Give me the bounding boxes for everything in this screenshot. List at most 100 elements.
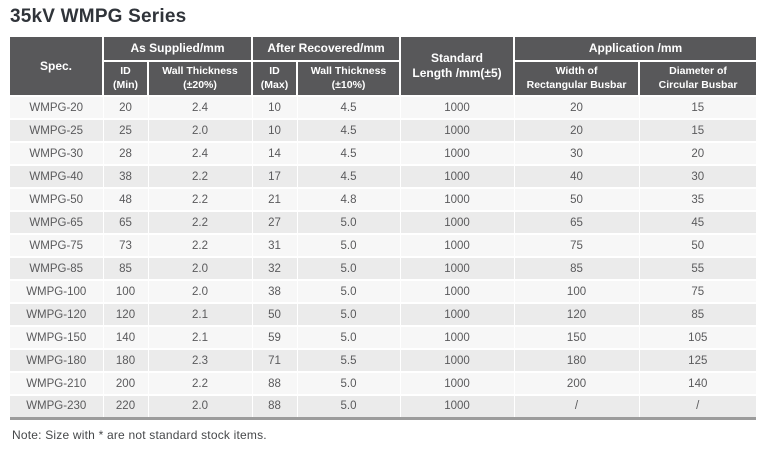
data-cell: 5.0 <box>296 325 401 350</box>
data-cell: 59 <box>251 325 298 350</box>
page-title: 35kV WMPG Series <box>10 6 187 27</box>
spec-cell: WMPG-230 <box>10 394 104 419</box>
data-cell: 1000 <box>399 325 515 350</box>
data-cell: 15 <box>638 118 757 143</box>
table-row: WMPG-100 100 2.0 38 5.0 1000 100 75 <box>10 279 757 304</box>
table-row: WMPG-40 38 2.2 17 4.5 1000 40 30 <box>10 164 757 189</box>
data-cell: 32 <box>251 256 298 281</box>
table-row: WMPG-20 20 2.4 10 4.5 1000 20 15 <box>10 95 757 120</box>
spec-cell: WMPG-120 <box>10 302 104 327</box>
table-row: WMPG-150 140 2.1 59 5.0 1000 150 105 <box>10 325 757 350</box>
header-width-rect-busbar: Width of Rectangular Busbar <box>513 60 641 97</box>
data-cell: 25 <box>102 118 149 143</box>
data-cell: 45 <box>638 210 757 235</box>
data-cell: 15 <box>638 95 757 120</box>
data-cell: 1000 <box>399 210 515 235</box>
data-cell: 2.0 <box>147 256 253 281</box>
data-cell: 2.0 <box>147 118 253 143</box>
data-cell: 200 <box>513 371 640 396</box>
data-cell: 5.5 <box>296 348 401 373</box>
data-cell: 20 <box>638 141 757 166</box>
data-cell: 31 <box>251 233 298 258</box>
table-row: WMPG-30 28 2.4 14 4.5 1000 30 20 <box>10 141 757 166</box>
table-row: WMPG-25 25 2.0 10 4.5 1000 20 15 <box>10 118 757 143</box>
data-cell: 20 <box>513 118 640 143</box>
table-row: WMPG-120 120 2.1 50 5.0 1000 120 85 <box>10 302 757 327</box>
data-cell: 30 <box>638 164 757 189</box>
data-cell: 50 <box>251 302 298 327</box>
data-cell: 100 <box>102 279 149 304</box>
table-row: WMPG-75 73 2.2 31 5.0 1000 75 50 <box>10 233 757 258</box>
data-cell: 73 <box>102 233 149 258</box>
data-cell: 2.2 <box>147 187 253 212</box>
data-cell: 75 <box>513 233 640 258</box>
data-cell: 220 <box>102 394 149 419</box>
data-cell: 88 <box>251 371 298 396</box>
header-id-max: ID (Max) <box>251 60 299 97</box>
data-cell: 50 <box>513 187 640 212</box>
spec-cell: WMPG-50 <box>10 187 104 212</box>
table-header: Spec. As Supplied/mm After Recovered/mm … <box>10 37 757 97</box>
data-cell: 5.0 <box>296 279 401 304</box>
data-cell: 1000 <box>399 348 515 373</box>
data-cell: 30 <box>513 141 640 166</box>
data-cell: 4.5 <box>296 141 401 166</box>
data-cell: 5.0 <box>296 233 401 258</box>
data-cell: 2.3 <box>147 348 253 373</box>
data-cell: 2.2 <box>147 233 253 258</box>
data-cell: 2.2 <box>147 164 253 189</box>
spec-cell: WMPG-30 <box>10 141 104 166</box>
data-cell: 4.5 <box>296 118 401 143</box>
data-cell: 2.1 <box>147 302 253 327</box>
data-cell: 180 <box>102 348 149 373</box>
data-cell: 85 <box>102 256 149 281</box>
data-cell: 14 <box>251 141 298 166</box>
data-cell: 20 <box>102 95 149 120</box>
data-cell: 5.0 <box>296 256 401 281</box>
data-cell: 65 <box>513 210 640 235</box>
data-cell: 140 <box>102 325 149 350</box>
data-cell: 5.0 <box>296 302 401 327</box>
data-cell: 2.0 <box>147 279 253 304</box>
data-cell: 4.8 <box>296 187 401 212</box>
data-cell: 10 <box>251 95 298 120</box>
header-wall-thickness-10: Wall Thickness (±10%) <box>296 60 402 97</box>
data-cell: 150 <box>513 325 640 350</box>
data-cell: 1000 <box>399 141 515 166</box>
data-cell: 88 <box>251 394 298 419</box>
data-cell: 5.0 <box>296 394 401 419</box>
table-row: WMPG-85 85 2.0 32 5.0 1000 85 55 <box>10 256 757 281</box>
data-cell: 1000 <box>399 302 515 327</box>
spec-cell: WMPG-20 <box>10 95 104 120</box>
spec-cell: WMPG-65 <box>10 210 104 235</box>
data-cell: 4.5 <box>296 164 401 189</box>
data-cell: / <box>513 394 640 419</box>
data-cell: 38 <box>251 279 298 304</box>
data-cell: 2.2 <box>147 210 253 235</box>
data-cell: 20 <box>513 95 640 120</box>
data-cell: 48 <box>102 187 149 212</box>
data-cell: 50 <box>638 233 757 258</box>
header-spec: Spec. <box>10 37 104 97</box>
data-cell: 85 <box>513 256 640 281</box>
spec-cell: WMPG-25 <box>10 118 104 143</box>
data-cell: 100 <box>513 279 640 304</box>
data-cell: 105 <box>638 325 757 350</box>
spec-cell: WMPG-210 <box>10 371 104 396</box>
header-standard-length: Standard Length /mm(±5) <box>399 37 516 97</box>
data-cell: 5.0 <box>296 210 401 235</box>
spec-cell: WMPG-75 <box>10 233 104 258</box>
header-dia-circ-busbar: Diameter of Circular Busbar <box>638 60 757 97</box>
footnote: Note: Size with * are not standard stock… <box>12 427 267 442</box>
data-cell: 200 <box>102 371 149 396</box>
data-cell: 180 <box>513 348 640 373</box>
data-cell: 28 <box>102 141 149 166</box>
data-cell: 2.0 <box>147 394 253 419</box>
data-cell: 71 <box>251 348 298 373</box>
data-cell: 2.4 <box>147 95 253 120</box>
data-cell: 38 <box>102 164 149 189</box>
table-row: WMPG-230 220 2.0 88 5.0 1000// <box>10 394 757 419</box>
data-cell: 75 <box>638 279 757 304</box>
data-cell: 65 <box>102 210 149 235</box>
